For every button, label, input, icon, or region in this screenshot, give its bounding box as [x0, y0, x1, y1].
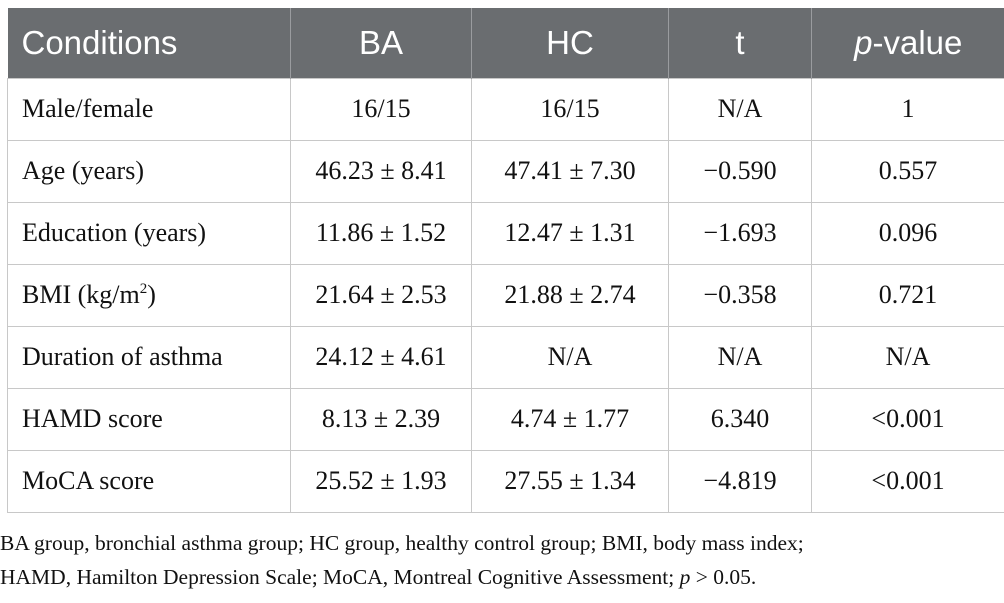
header-t: t: [668, 8, 812, 78]
cell-ba: 25.52 ± 1.93: [290, 449, 472, 513]
header-p-value: p-value: [811, 8, 1004, 78]
cell-t: 6.340: [668, 387, 812, 451]
cell-hc: 47.41 ± 7.30: [471, 139, 669, 203]
cell-ba: 8.13 ± 2.39: [290, 387, 472, 451]
cell-ba: 24.12 ± 4.61: [290, 325, 472, 389]
footnote-p-italic: p: [679, 565, 691, 589]
header-ba: BA: [290, 8, 472, 78]
condition-end: ): [147, 280, 156, 309]
cell-p: 1: [811, 77, 1004, 141]
cell-hc: 16/15: [471, 77, 669, 141]
cell-hc: 12.47 ± 1.31: [471, 201, 669, 265]
table-header-row: Conditions BA HC t p-value: [7, 8, 1004, 78]
cell-hc: 4.74 ± 1.77: [471, 387, 669, 451]
cell-p: 0.557: [811, 139, 1004, 203]
cell-p: <0.001: [811, 449, 1004, 513]
cell-t: −1.693: [668, 201, 812, 265]
cell-t: −4.819: [668, 449, 812, 513]
cell-t: N/A: [668, 325, 812, 389]
footnote-line-2: HAMD, Hamilton Depression Scale; MoCA, M…: [0, 560, 1004, 594]
footnote-line-1: BA group, bronchial asthma group; HC gro…: [0, 531, 804, 555]
cell-ba: 21.64 ± 2.53: [290, 263, 472, 327]
header-hc: HC: [471, 8, 669, 78]
cell-ba: 11.86 ± 1.52: [290, 201, 472, 265]
table-row: BMI (kg/m2) 21.64 ± 2.53 21.88 ± 2.74 −0…: [7, 263, 1004, 327]
header-p-suffix: -value: [872, 23, 963, 61]
cell-t: −0.358: [668, 263, 812, 327]
cell-hc: 21.88 ± 2.74: [471, 263, 669, 327]
cell-p: 0.721: [811, 263, 1004, 327]
cell-condition: Education (years): [7, 201, 291, 265]
demographics-table-container: Conditions BA HC t p-value Male/female 1…: [7, 8, 1004, 513]
cell-hc: N/A: [471, 325, 669, 389]
cell-condition: MoCA score: [7, 449, 291, 513]
cell-condition: BMI (kg/m2): [7, 263, 291, 327]
table-row: MoCA score 25.52 ± 1.93 27.55 ± 1.34 −4.…: [7, 449, 1004, 513]
table-footnote: BA group, bronchial asthma group; HC gro…: [0, 526, 1004, 594]
cell-p: N/A: [811, 325, 1004, 389]
condition-superscript: 2: [139, 281, 148, 297]
table-row: Duration of asthma 24.12 ± 4.61 N/A N/A …: [7, 325, 1004, 389]
header-conditions: Conditions: [21, 23, 178, 61]
header-p-italic: p: [854, 23, 873, 61]
cell-condition: Duration of asthma: [7, 325, 291, 389]
cell-t: N/A: [668, 77, 812, 141]
table-row: Age (years) 46.23 ± 8.41 47.41 ± 7.30 −0…: [7, 139, 1004, 203]
table-row: Male/female 16/15 16/15 N/A 1: [7, 77, 1004, 141]
cell-p: 0.096: [811, 201, 1004, 265]
cell-condition: Age (years): [7, 139, 291, 203]
footnote-line-2-post: > 0.05.: [690, 565, 757, 589]
cell-condition: HAMD score: [7, 387, 291, 451]
demographics-table: Conditions BA HC t p-value Male/female 1…: [7, 8, 1004, 513]
cell-condition: Male/female: [7, 77, 291, 141]
cell-hc: 27.55 ± 1.34: [471, 449, 669, 513]
table-row: HAMD score 8.13 ± 2.39 4.74 ± 1.77 6.340…: [7, 387, 1004, 451]
cell-t: −0.590: [668, 139, 812, 203]
cell-ba: 46.23 ± 8.41: [290, 139, 472, 203]
condition-base: BMI (kg/m: [22, 280, 140, 309]
table-row: Education (years) 11.86 ± 1.52 12.47 ± 1…: [7, 201, 1004, 265]
footnote-line-2-pre: HAMD, Hamilton Depression Scale; MoCA, M…: [0, 565, 680, 589]
cell-p: <0.001: [811, 387, 1004, 451]
cell-ba: 16/15: [290, 77, 472, 141]
